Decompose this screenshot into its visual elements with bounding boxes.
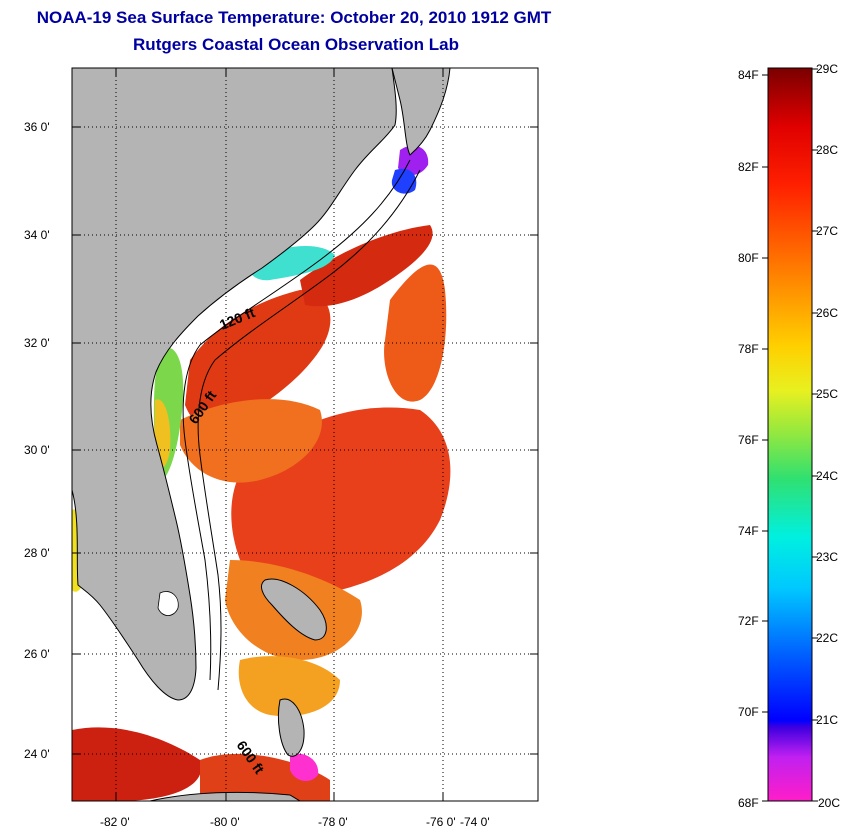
land-andros (277, 698, 305, 757)
sst-patch-east (384, 264, 447, 402)
lon-label: -76 0' (426, 815, 456, 829)
lat-label: 26 0' (24, 647, 50, 661)
lake-okeechobee (157, 591, 179, 616)
lon-label: -80 0' (210, 815, 240, 829)
sst-patch-cuba (72, 727, 202, 801)
land-mainland (72, 68, 397, 701)
map-content (72, 68, 538, 801)
lon-label: -82 0' (100, 815, 130, 829)
lat-label: 36 0' (24, 120, 50, 134)
lon-label: -74 0' (460, 815, 490, 829)
lat-label: 30 0' (24, 443, 50, 457)
land-cuba (149, 791, 301, 801)
sst-patch-bahamas (238, 656, 340, 717)
lon-label: -78 0' (318, 815, 348, 829)
lat-label: 34 0' (24, 228, 50, 242)
land-bahamas (261, 578, 327, 641)
sst-patch-north (300, 225, 433, 307)
graticule (72, 68, 538, 801)
map-subtitle: Rutgers Coastal Ocean Observation Lab (133, 35, 459, 54)
map-border (71, 67, 539, 802)
axis-ticks (72, 68, 538, 801)
sst-patch-gulfstream (185, 290, 331, 431)
lat-label: 24 0' (24, 747, 50, 761)
map-title: NOAA-19 Sea Surface Temperature: October… (36, 8, 552, 27)
lat-label: 28 0' (24, 546, 50, 560)
lat-label: 32 0' (24, 336, 50, 350)
sst-patch-mid (180, 399, 322, 483)
sst-patch-keys-magenta (290, 753, 319, 782)
contour-600ft (197, 169, 421, 691)
